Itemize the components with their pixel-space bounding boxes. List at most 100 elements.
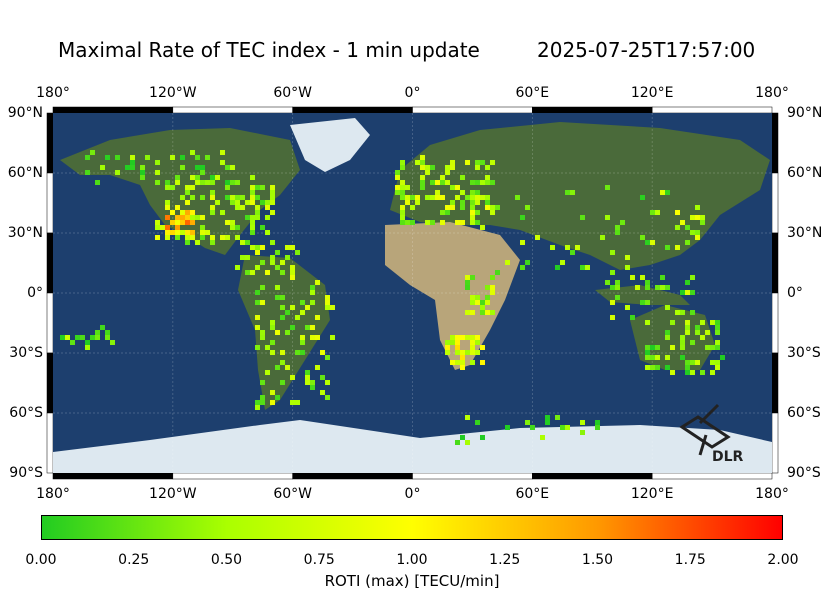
roti-data-point [715, 330, 720, 335]
roti-data-point [565, 245, 570, 250]
map-title: Maximal Rate of TEC index - 1 min update [58, 38, 480, 62]
frame-segment [46, 232, 54, 294]
roti-data-point [690, 215, 695, 220]
roti-data-point [485, 200, 490, 205]
frame-segment [46, 292, 54, 354]
roti-data-point [90, 335, 95, 340]
roti-data-point [680, 220, 685, 225]
roti-data-point [480, 160, 485, 165]
roti-data-point [680, 310, 685, 315]
roti-data-point [665, 305, 670, 310]
roti-data-point [690, 275, 695, 280]
roti-data-point [470, 300, 475, 305]
roti-data-point [195, 165, 200, 170]
roti-data-point [140, 165, 145, 170]
roti-data-point [700, 215, 705, 220]
roti-data-point [455, 185, 460, 190]
roti-data-point [245, 215, 250, 220]
axis-tick-label: 60°N [7, 165, 43, 181]
roti-data-point [465, 275, 470, 280]
roti-data-point [315, 315, 320, 320]
roti-data-point [400, 195, 405, 200]
roti-data-point [615, 230, 620, 235]
frame-segment [46, 112, 54, 174]
frame-segment [771, 232, 779, 294]
roti-data-point [400, 190, 405, 195]
roti-data-point [130, 165, 135, 170]
roti-data-point [475, 210, 480, 215]
roti-data-point [85, 340, 90, 345]
roti-data-point [445, 170, 450, 175]
roti-data-point [485, 295, 490, 300]
roti-data-point [300, 335, 305, 340]
roti-data-point [610, 300, 615, 305]
frame-segment [771, 112, 779, 174]
frame-segment [771, 292, 779, 354]
roti-data-point [200, 225, 205, 230]
roti-data-point [260, 380, 265, 385]
roti-data-point [655, 355, 660, 360]
roti-data-point [645, 280, 650, 285]
roti-data-point [290, 375, 295, 380]
roti-data-point [210, 195, 215, 200]
roti-data-point [155, 235, 160, 240]
roti-data-point [400, 165, 405, 170]
roti-data-point [485, 165, 490, 170]
roti-data-point [280, 350, 285, 355]
roti-data-point [180, 165, 185, 170]
roti-data-point [690, 370, 695, 375]
roti-data-point [280, 380, 285, 385]
roti-data-point [490, 180, 495, 185]
roti-data-point [470, 275, 475, 280]
roti-data-point [145, 155, 150, 160]
roti-data-point [690, 310, 695, 315]
roti-data-point [645, 345, 650, 350]
roti-data-point [445, 350, 450, 355]
roti-data-point [440, 210, 445, 215]
roti-data-point [170, 155, 175, 160]
roti-data-point [270, 185, 275, 190]
roti-data-point [450, 165, 455, 170]
roti-data-point [445, 165, 450, 170]
roti-data-point [615, 295, 620, 300]
roti-data-point [265, 230, 270, 235]
roti-data-point [485, 300, 490, 305]
roti-data-point [230, 165, 235, 170]
roti-data-point [140, 170, 145, 175]
roti-data-point [675, 245, 680, 250]
roti-data-point [270, 240, 275, 245]
roti-data-point [200, 230, 205, 235]
roti-data-point [695, 215, 700, 220]
roti-data-point [220, 160, 225, 165]
roti-data-point [330, 335, 335, 340]
roti-data-point [260, 395, 265, 400]
roti-data-point [295, 315, 300, 320]
roti-data-point [105, 155, 110, 160]
roti-data-point [185, 230, 190, 235]
roti-data-point [425, 170, 430, 175]
axis-tick-label: 30°S [9, 345, 43, 361]
roti-data-point [280, 305, 285, 310]
roti-data-point [450, 340, 455, 345]
roti-data-point [525, 205, 530, 210]
roti-data-point [325, 380, 330, 385]
roti-data-point [280, 315, 285, 320]
colorbar-tick-label: 0.75 [303, 552, 335, 568]
roti-data-point [695, 325, 700, 330]
roti-data-point [565, 425, 570, 430]
roti-data-point [480, 310, 485, 315]
roti-data-point [255, 215, 260, 220]
roti-data-point [305, 375, 310, 380]
axis-tick-label: 60°W [273, 486, 312, 502]
roti-data-point [650, 345, 655, 350]
roti-data-point [400, 160, 405, 165]
roti-data-point [405, 200, 410, 205]
axis-tick-label: 0° [404, 486, 421, 502]
roti-data-point [175, 215, 180, 220]
frame-segment [651, 472, 773, 480]
roti-data-point [175, 225, 180, 230]
colorbar-tick-label: 0.00 [25, 552, 57, 568]
roti-data-point [440, 175, 445, 180]
roti-data-point [230, 195, 235, 200]
roti-data-point [620, 220, 625, 225]
